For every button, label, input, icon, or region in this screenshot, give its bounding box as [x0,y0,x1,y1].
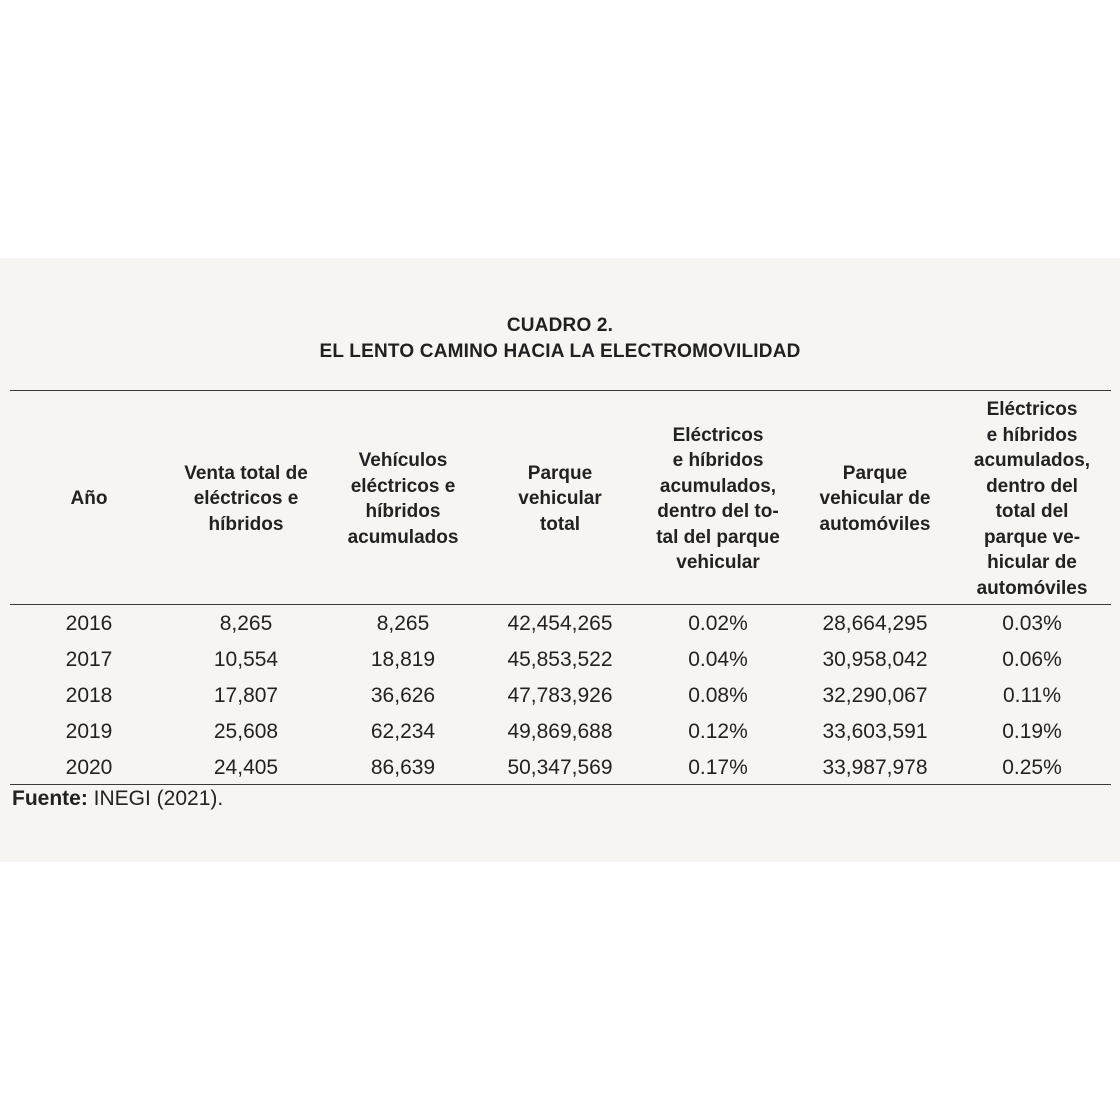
cell-accumulated-vehicles: 36,626 [370,684,436,707]
bottom-rule [10,784,1111,785]
cell-accumulated-vehicles: 86,639 [370,756,436,779]
cell-year: 2020 [65,756,113,779]
cell-car-fleet: 30,958,042 [822,648,928,671]
cell-accumulated-vehicles: 18,819 [370,648,436,671]
cell-car-fleet: 28,664,295 [822,612,928,635]
cell-total-sales: 8,265 [219,612,273,635]
cell-total-sales: 25,608 [213,720,279,743]
source-label: Fuente: [12,787,88,810]
cell-year: 2017 [65,648,113,671]
cell-share-car-fleet: 0.19% [1002,720,1062,743]
header-accumulated-vehicles: Vehículos eléctricos e híbridos acumulad… [347,450,459,548]
cell-total-fleet: 42,454,265 [507,612,613,635]
header-car-fleet: Parque vehicular de automóviles [819,462,931,535]
table-number: CUADRO 2. [506,315,614,336]
cell-share-car-fleet: 0.11% [1003,684,1061,707]
header-share-total-fleet: Eléctricos e híbridos acumulados, dentro… [656,424,780,574]
cell-accumulated-vehicles: 8,265 [376,612,430,635]
cell-share-car-fleet: 0.06% [1002,648,1062,671]
header-total-sales: Venta total de eléctricos e híbridos [184,462,308,535]
cell-car-fleet: 33,987,978 [822,756,928,779]
cell-total-sales: 10,554 [213,648,279,671]
cell-share-total-fleet: 0.17% [688,756,748,779]
cell-share-total-fleet: 0.12% [688,720,748,743]
cell-total-fleet: 45,853,522 [507,648,613,671]
source-note: Fuente: INEGI (2021). [12,787,223,811]
cell-share-car-fleet: 0.03% [1002,612,1062,635]
cell-share-total-fleet: 0.02% [688,612,748,635]
cell-share-total-fleet: 0.04% [688,648,748,671]
header-share-car-fleet: Eléctricos e híbridos acumulados, dentro… [973,399,1091,599]
cell-share-car-fleet: 0.25% [1002,756,1062,779]
cell-total-fleet: 47,783,926 [507,684,613,707]
header-total-fleet: Parque vehicular total [518,462,602,535]
cell-year: 2016 [65,612,113,635]
top-rule [10,390,1111,391]
cell-share-total-fleet: 0.08% [688,684,748,707]
cell-total-fleet: 49,869,688 [507,720,613,743]
cell-car-fleet: 33,603,591 [822,720,928,743]
cell-total-sales: 24,405 [213,756,279,779]
cell-year: 2018 [65,684,113,707]
table-title: EL LENTO CAMINO HACIA LA ELECTROMOVILIDA… [319,341,801,362]
cell-accumulated-vehicles: 62,234 [370,720,436,743]
scanned-page [0,258,1120,862]
cell-total-sales: 17,807 [213,684,279,707]
cell-year: 2019 [65,720,113,743]
cell-total-fleet: 50,347,569 [507,756,613,779]
header-year: Año [70,488,108,510]
header-rule [10,604,1111,605]
source-text: INEGI (2021). [87,787,224,810]
cell-car-fleet: 32,290,067 [822,684,928,707]
